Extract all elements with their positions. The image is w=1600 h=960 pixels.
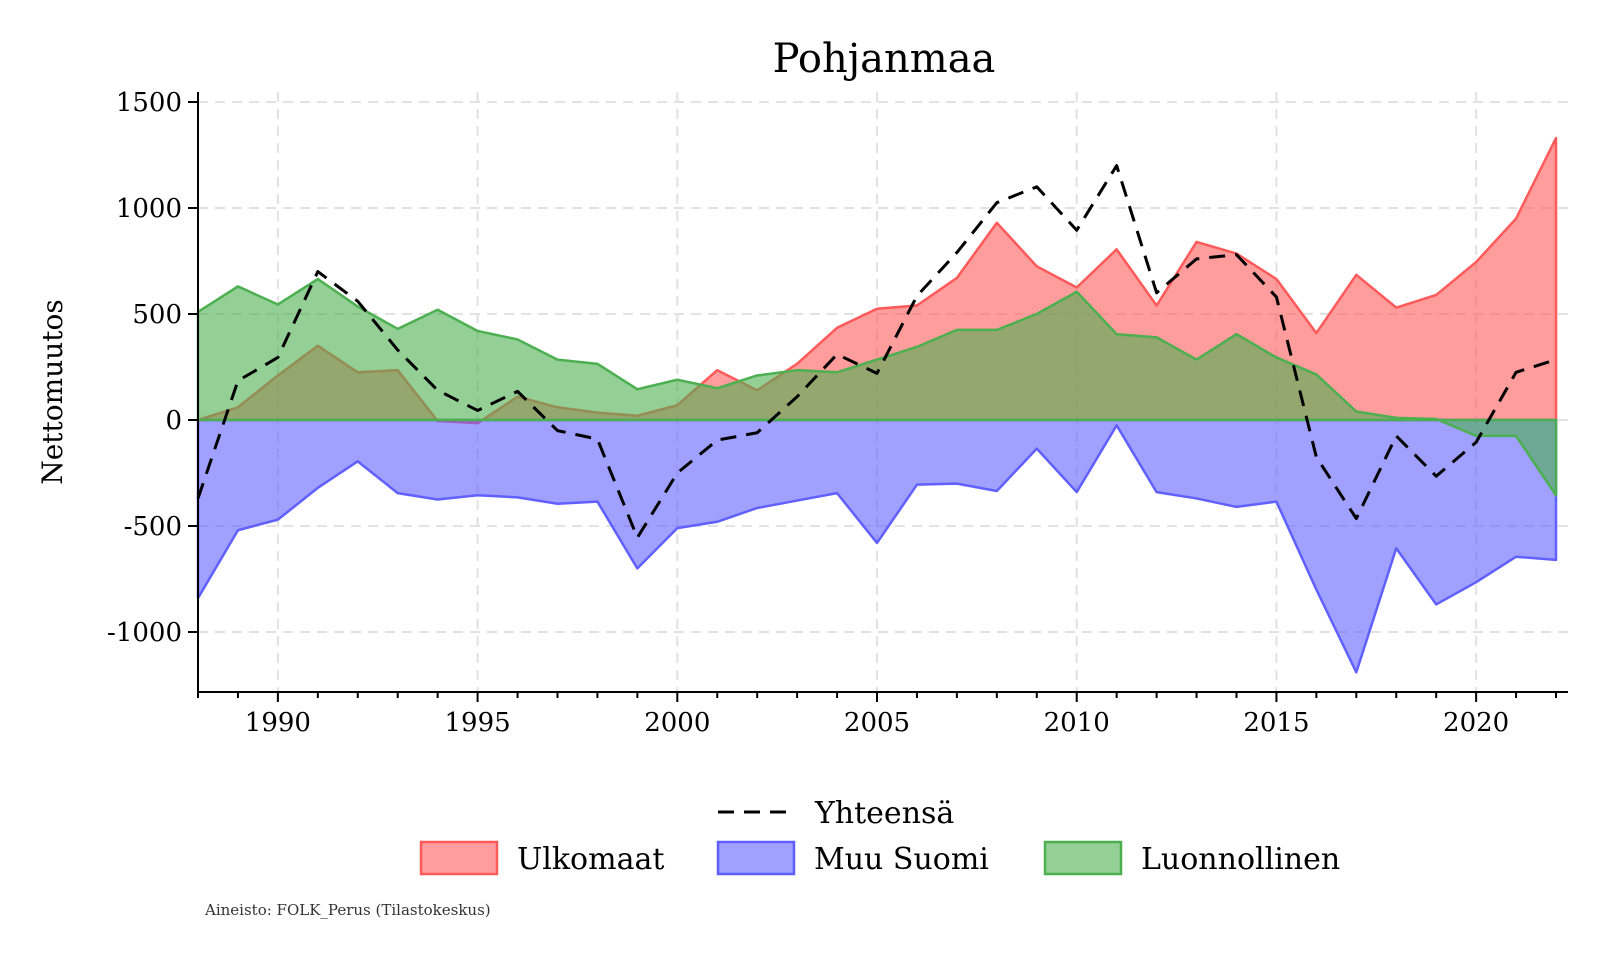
x-tick-label: 2020 [1443, 708, 1509, 738]
x-tick-label: 2010 [1044, 708, 1110, 738]
legend-label-ulkomaat: Ulkomaat [517, 842, 664, 877]
x-tick-label: 2015 [1243, 708, 1309, 738]
legend: Yhteensä Ulkomaat Muu Suomi Luonnollinen [419, 796, 1340, 877]
legend-swatch-luonnollinen [1043, 840, 1123, 876]
y-tick-label: 500 [132, 300, 182, 330]
y-tick-label: 1000 [116, 194, 182, 224]
tick-labels: 1500 1000 500 0 -500 -1000 1990 1995 2000 2005 201… [107, 88, 1509, 738]
x-tick-label: 1995 [445, 708, 511, 738]
line-yhteensä [196, 164, 1557, 540]
legend-swatch-ulkomaat [419, 840, 499, 876]
y-axis-label: Nettomuutos [36, 299, 69, 485]
axes [188, 92, 1568, 702]
legend-label-yhteensa: Yhteensä [814, 796, 954, 831]
y-tick-label: 0 [165, 406, 182, 436]
legend-swatch-muu-suomi [716, 840, 796, 876]
line-layer [196, 164, 1557, 540]
x-tick-label: 2005 [844, 708, 910, 738]
legend-label-luonnollinen: Luonnollinen [1141, 842, 1340, 877]
x-tick-label: 2000 [644, 708, 710, 738]
area-muu-suomi [196, 418, 1558, 674]
y-tick-label: -500 [124, 512, 182, 542]
x-tick-label: 1990 [245, 708, 311, 738]
y-tick-label: -1000 [107, 618, 182, 648]
legend-label-muu-suomi: Muu Suomi [814, 842, 989, 877]
chart-title: Pohjanmaa [773, 36, 996, 82]
y-tick-label: 1500 [116, 88, 182, 118]
area-layer [196, 136, 1558, 674]
source-note: Aineisto: FOLK_Perus (Tilastokeskus) [204, 901, 491, 919]
area-luonnollinen [196, 277, 1558, 497]
